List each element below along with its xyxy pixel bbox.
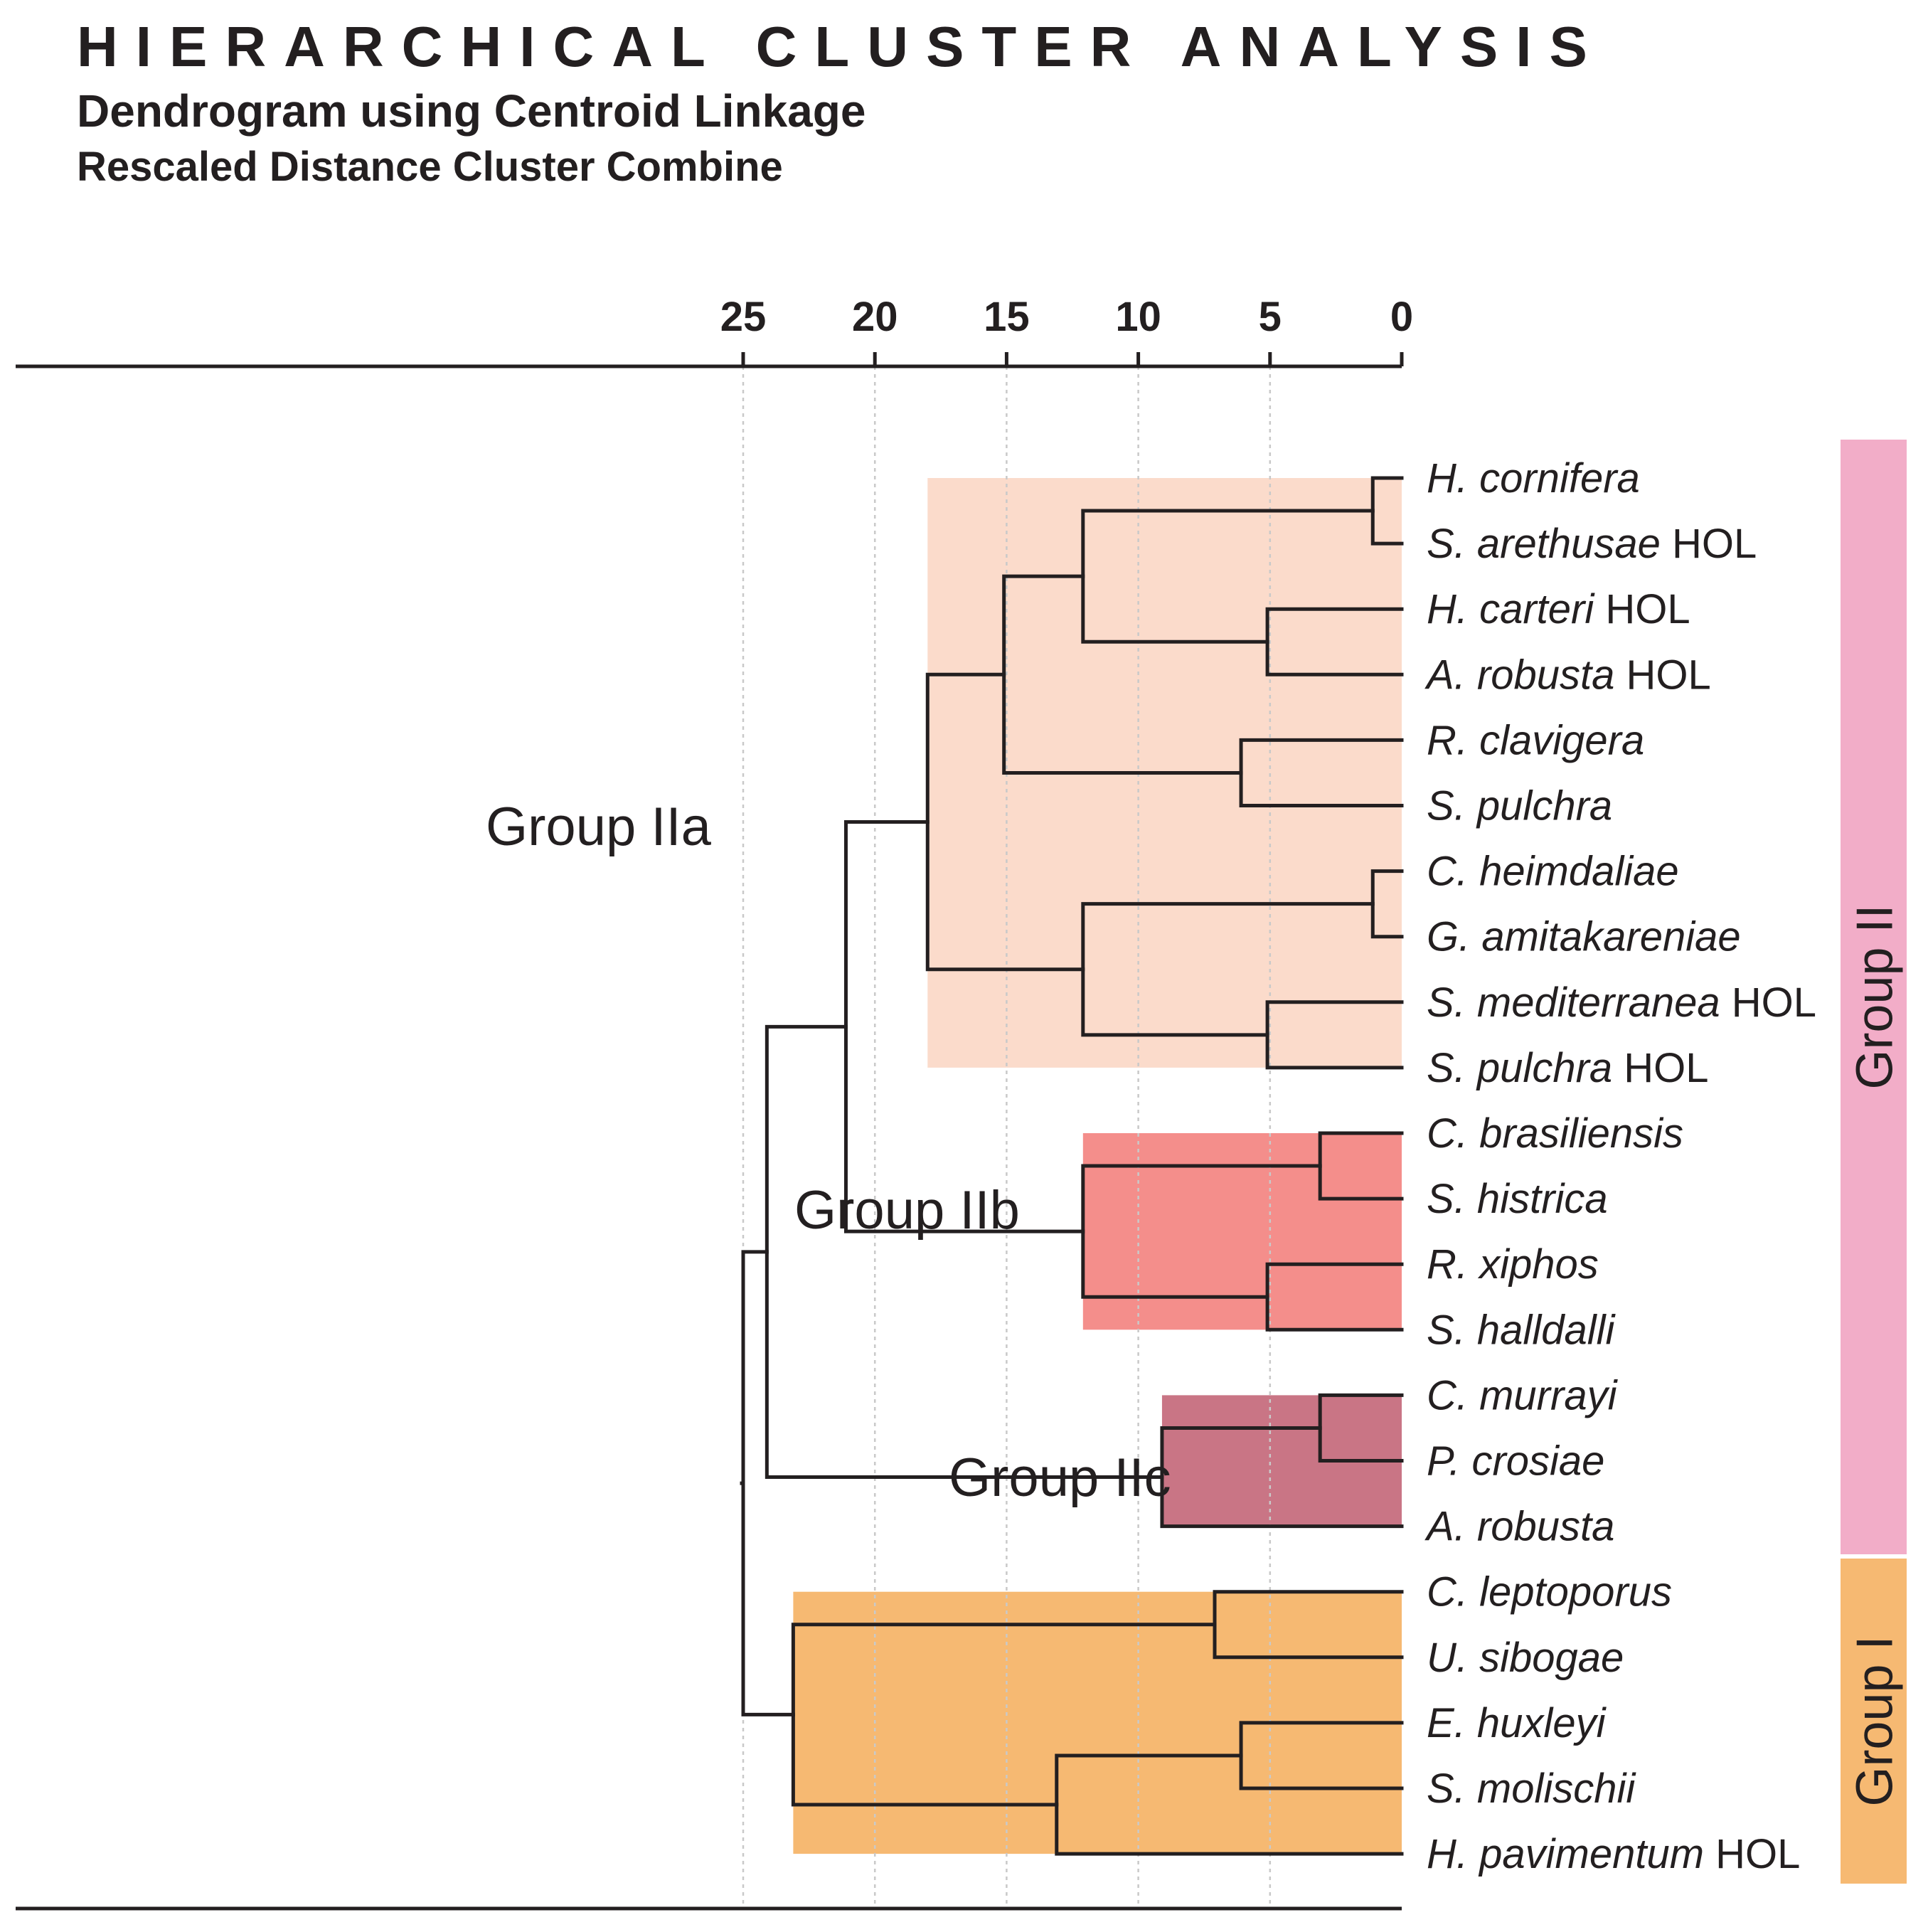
axis-tick-label: 0 <box>1390 294 1413 340</box>
leaf-suffix: HOL <box>1661 521 1757 567</box>
leaf-label: R. xiphos <box>1427 1241 1599 1288</box>
side-band-group-i <box>1841 1559 1907 1884</box>
leaf-label: C. heimdaliae <box>1427 849 1679 895</box>
leaf-suffix: HOL <box>1720 980 1816 1026</box>
leaf-label: S. arethusae HOL <box>1427 521 1757 567</box>
group-label-layer: Group IIa Group IIb Group IIc <box>486 797 1171 1508</box>
axis-tick-label: 5 <box>1259 294 1282 340</box>
leaf-species-name: S. mediterranea <box>1427 980 1720 1026</box>
leaf-species-name: E. huxleyi <box>1427 1700 1607 1746</box>
leaf-label: C. leptoporus <box>1427 1569 1672 1615</box>
leaf-species-name: C. heimdaliae <box>1427 849 1679 895</box>
leaf-label: S. pulchra HOL <box>1427 1045 1709 1091</box>
axis-tick-label: 20 <box>852 294 898 340</box>
leaf-label: S. histrica <box>1427 1176 1608 1222</box>
leaf-label: A. robusta <box>1424 1504 1614 1550</box>
cluster-shading-group-iib <box>1082 1133 1402 1330</box>
chart-subtitle: Dendrogram using Centroid Linkage <box>77 85 866 137</box>
leaf-label: A. robusta HOL <box>1424 652 1711 698</box>
leaf-label: H. pavimentum HOL <box>1427 1831 1800 1877</box>
leaf-species-name: S. pulchra <box>1427 1045 1612 1091</box>
leaf-species-name: P. crosiae <box>1427 1438 1604 1485</box>
leaf-species-name: S. histrica <box>1427 1176 1608 1222</box>
leaf-label: H. cornifera <box>1427 455 1640 501</box>
leaf-label: S. pulchra <box>1427 783 1612 829</box>
leaf-label: S. halldalli <box>1427 1307 1616 1353</box>
leaf-species-name: G. amitakareniae <box>1427 914 1741 960</box>
leaf-species-name: R. xiphos <box>1427 1241 1599 1288</box>
leaf-label: E. huxleyi <box>1427 1700 1607 1746</box>
leaf-suffix: HOL <box>1704 1831 1800 1877</box>
leaf-label: R. clavigera <box>1427 717 1644 763</box>
leaf-species-name: R. clavigera <box>1427 717 1644 763</box>
leaf-species-name: H. carteri <box>1427 586 1595 632</box>
leaf-species-name: S. molischii <box>1427 1766 1636 1812</box>
side-band-group-ii <box>1841 440 1907 1554</box>
leaf-species-name: H. pavimentum <box>1427 1831 1704 1877</box>
leaf-species-name: C. brasiliensis <box>1427 1110 1683 1157</box>
group-label-group-iib: Group IIb <box>794 1180 1020 1241</box>
leaf-label: P. crosiae <box>1427 1438 1604 1485</box>
leaf-label: H. carteri HOL <box>1427 586 1690 632</box>
leaf-label: S. mediterranea HOL <box>1427 980 1816 1026</box>
leaf-suffix: HOL <box>1614 652 1710 698</box>
leaf-label: C. brasiliensis <box>1427 1110 1683 1157</box>
leaf-species-name: S. halldalli <box>1427 1307 1616 1353</box>
chart-subtitle-2: Rescaled Distance Cluster Combine <box>77 144 783 190</box>
leaf-label: U. sibogae <box>1427 1635 1624 1681</box>
axis-layer: 25 20 15 10 5 0 <box>16 294 1413 1911</box>
leaf-label: G. amitakareniae <box>1427 914 1741 960</box>
leaf-species-name: S. arethusae <box>1427 521 1661 567</box>
leaf-species-name: C. leptoporus <box>1427 1569 1672 1615</box>
branch-layer <box>740 476 1404 1856</box>
axis-tick-label: 25 <box>720 294 767 340</box>
group-label-group-iia: Group IIa <box>486 797 712 857</box>
side-band-layer: Group II Group I <box>1841 440 1907 1884</box>
leaf-label: S. molischii <box>1427 1766 1636 1812</box>
leaf-species-name: S. pulchra <box>1427 783 1612 829</box>
leaf-species-name: U. sibogae <box>1427 1635 1624 1681</box>
leaf-species-name: H. cornifera <box>1427 455 1640 501</box>
leaf-suffix: HOL <box>1594 586 1690 632</box>
side-band-label-group-ii: Group II <box>1847 904 1904 1089</box>
axis-tick-label: 15 <box>984 294 1030 340</box>
leaf-species-name: A. robusta <box>1424 652 1614 698</box>
leaf-suffix: HOL <box>1612 1045 1708 1091</box>
leaf-species-name: A. robusta <box>1424 1504 1614 1550</box>
side-band-label-group-i: Group I <box>1847 1635 1904 1806</box>
leaf-species-name: C. murrayi <box>1427 1372 1619 1418</box>
chart-title: HIERARCHICAL CLUSTER ANALYSIS <box>77 15 1605 78</box>
group-label-group-iic: Group IIc <box>949 1448 1171 1508</box>
axis-tick-label: 10 <box>1115 294 1161 340</box>
leaf-label: C. murrayi <box>1427 1372 1619 1418</box>
